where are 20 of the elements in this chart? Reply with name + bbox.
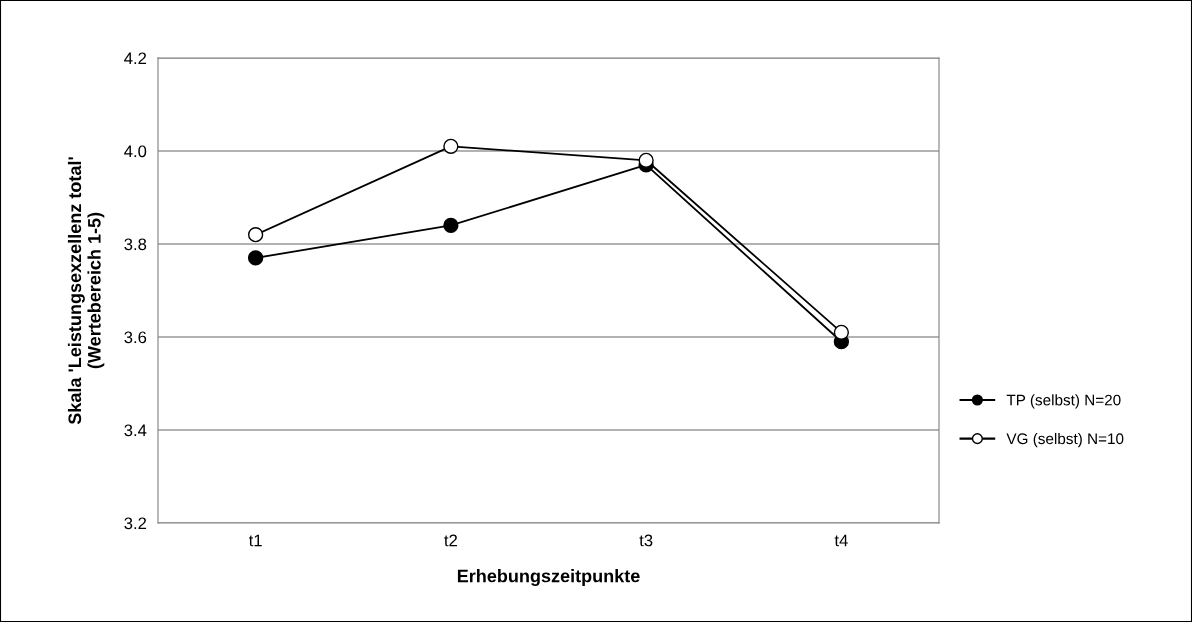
y-tick-label: 3.8 [124,238,147,251]
y-tick-label: 3.2 [124,517,147,530]
point [247,250,264,266]
x-tick-label: t1 [248,534,262,547]
point [247,227,264,243]
y-tick-label: 4.0 [124,145,147,158]
x-axis-title: Erhebungszeitpunkte [457,569,640,586]
y-tick-label: 3.4 [124,424,147,437]
point [638,152,654,168]
point [833,324,850,340]
y-axis-title: Skala 'Leistungsexzellenz total' (Wertebereich 1-5) [67,157,105,425]
point [443,217,459,234]
x-tick-label: t2 [444,534,457,547]
y-tick-label: 3.6 [124,331,147,344]
y-tick-label: 4.2 [124,52,147,65]
legend-label: VG (selbst) N=10 [1006,432,1124,448]
legend-label: TP (selbst) N=20 [1006,394,1121,409]
point [443,138,459,154]
x-tick-label: t3 [639,534,653,547]
x-tick-label: t4 [834,534,848,547]
